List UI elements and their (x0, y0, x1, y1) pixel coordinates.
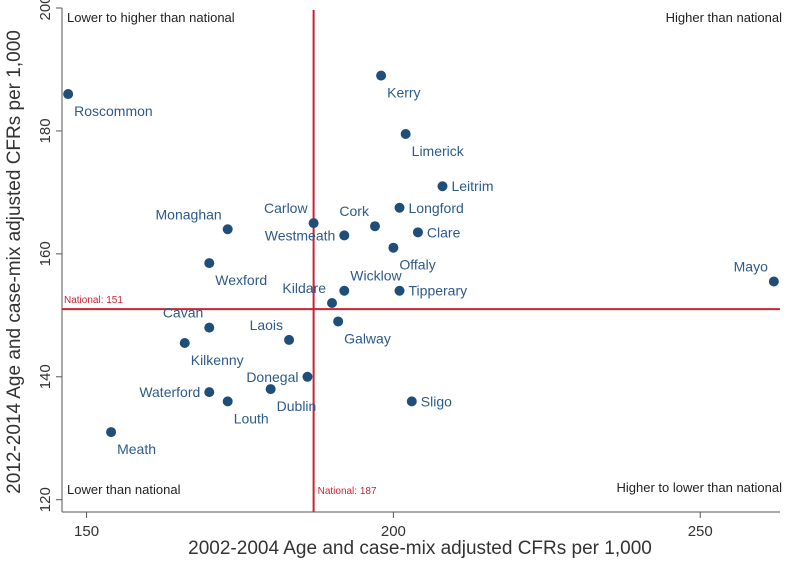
point-label-tipperary: Tipperary (409, 283, 468, 299)
point-label-limerick: Limerick (412, 143, 465, 159)
point-louth (223, 396, 233, 406)
national-reference-label-vertical: National: 187 (318, 486, 377, 497)
point-label-mayo: Mayo (734, 259, 768, 275)
quadrant-label-top-right: Higher than national (666, 10, 782, 25)
x-tick-label: 250 (688, 523, 713, 540)
point-offaly (388, 243, 398, 253)
point-laois (284, 335, 294, 345)
point-label-wicklow: Wicklow (350, 268, 402, 284)
point-mayo (769, 277, 779, 287)
point-label-offaly: Offaly (399, 257, 435, 273)
point-label-laois: Laois (250, 317, 283, 333)
point-kildare (327, 298, 337, 308)
point-label-carlow: Carlow (264, 200, 308, 216)
point-wicklow (339, 286, 349, 296)
point-cavan (204, 323, 214, 333)
point-label-kilkenny: Kilkenny (191, 352, 244, 368)
point-label-clare: Clare (427, 224, 461, 240)
point-label-monaghan: Monaghan (156, 206, 222, 222)
point-limerick (401, 129, 411, 139)
y-axis-title: 2012-2014 Age and case-mix adjusted CFRs… (4, 30, 25, 494)
point-kerry (376, 71, 386, 81)
quadrant-label-bottom-left: Lower than national (67, 482, 181, 497)
point-meath (106, 427, 116, 437)
point-label-roscommon: Roscommon (74, 103, 153, 119)
point-label-sligo: Sligo (421, 393, 452, 409)
y-tick-label: 160 (37, 241, 54, 266)
x-tick-label: 150 (74, 523, 99, 540)
point-leitrim (437, 181, 447, 191)
point-wexford (204, 258, 214, 268)
point-dublin (266, 384, 276, 394)
point-label-wexford: Wexford (215, 272, 267, 288)
quadrant-label-top-left: Lower to higher than national (67, 10, 235, 25)
point-label-westmeath: Westmeath (265, 227, 336, 243)
point-roscommon (63, 89, 73, 99)
quadrant-label-bottom-right: Higher to lower than national (617, 480, 783, 495)
point-waterford (204, 387, 214, 397)
point-label-cork: Cork (339, 203, 370, 219)
point-label-waterford: Waterford (139, 384, 200, 400)
point-label-meath: Meath (117, 441, 156, 457)
point-label-louth: Louth (234, 410, 269, 426)
point-galway (333, 316, 343, 326)
point-label-galway: Galway (344, 330, 391, 346)
point-label-dublin: Dublin (277, 398, 317, 414)
point-tipperary (395, 286, 405, 296)
point-label-kerry: Kerry (387, 85, 420, 101)
point-label-leitrim: Leitrim (451, 178, 493, 194)
point-clare (413, 227, 423, 237)
y-tick-label: 200 (37, 0, 54, 21)
y-tick-label: 120 (37, 487, 54, 512)
x-axis-title: 2002-2004 Age and case-mix adjusted CFRs… (188, 538, 652, 559)
point-sligo (407, 396, 417, 406)
y-tick-label: 180 (37, 118, 54, 143)
y-tick-label: 140 (37, 364, 54, 389)
point-label-kildare: Kildare (282, 280, 326, 296)
point-label-donegal: Donegal (246, 369, 298, 385)
national-reference-label-horizontal: National: 151 (64, 295, 123, 306)
point-longford (395, 203, 405, 213)
point-monaghan (223, 224, 233, 234)
point-label-cavan: Cavan (163, 305, 203, 321)
point-donegal (302, 372, 312, 382)
point-cork (370, 221, 380, 231)
point-westmeath (339, 230, 349, 240)
point-kilkenny (180, 338, 190, 348)
point-label-longford: Longford (409, 200, 464, 216)
